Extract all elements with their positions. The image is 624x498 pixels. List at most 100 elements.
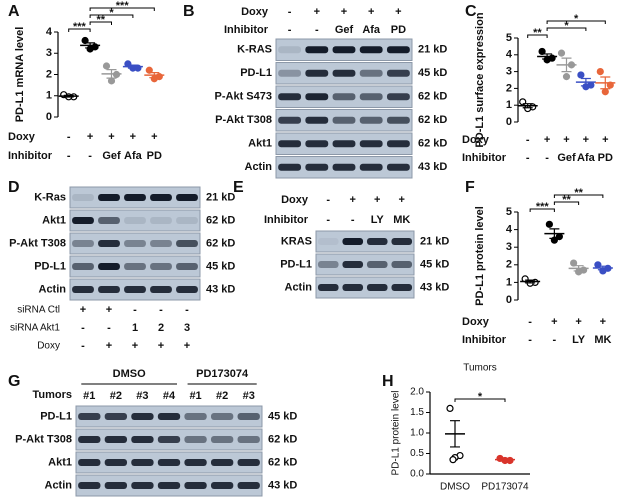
blot-band xyxy=(78,482,101,489)
blot-band xyxy=(157,413,181,420)
protein-label: PD-L1 xyxy=(34,260,66,272)
blot-band xyxy=(332,140,356,148)
size-label: 21 kD xyxy=(418,44,447,56)
data-point xyxy=(449,456,457,464)
blot-band xyxy=(176,240,198,247)
blot-band xyxy=(317,261,339,268)
size-label: 62 kD xyxy=(268,456,297,468)
condition-value: + xyxy=(314,6,320,18)
condition-label: Inhibitor xyxy=(264,214,309,226)
significance-label: ** xyxy=(562,194,571,206)
condition-value: Gef xyxy=(557,152,576,164)
blot-band xyxy=(210,436,234,443)
data-point xyxy=(577,71,585,79)
condition-value: - xyxy=(185,304,189,316)
significance-bracket xyxy=(553,194,604,198)
significance-bracket xyxy=(89,21,112,25)
blot-band xyxy=(124,194,146,201)
significance-bracket xyxy=(546,20,606,24)
blot-band xyxy=(150,194,172,201)
y-tick-label: 0 xyxy=(506,294,512,306)
data-point xyxy=(107,77,116,85)
condition-value: - xyxy=(88,150,92,162)
blot-band xyxy=(72,240,94,247)
y-tick-label: 4 xyxy=(506,49,513,61)
data-point xyxy=(446,404,454,412)
blot-band xyxy=(317,238,339,245)
y-tick-label: 3 xyxy=(46,47,52,59)
y-tick-label: 0 xyxy=(46,111,52,123)
blot-band xyxy=(278,163,302,171)
data-point xyxy=(102,62,111,70)
condition-value: MK xyxy=(393,214,410,226)
size-label: 45 kD xyxy=(418,67,447,79)
significance-label: * xyxy=(478,391,483,403)
blot-band xyxy=(386,116,410,124)
blot-band xyxy=(104,459,128,466)
condition-label: siRNA Ctl xyxy=(17,305,60,316)
size-label: 62 kD xyxy=(418,91,447,103)
protein-label: Akt1 xyxy=(42,214,66,226)
condition-label: Inhibitor xyxy=(8,150,53,162)
blot-band xyxy=(157,459,181,466)
blot-band xyxy=(366,238,388,245)
y-axis-label: PD-L1 mRNA level xyxy=(14,27,26,123)
protein-label: P-Akt S473 xyxy=(215,91,272,103)
blot-band xyxy=(359,116,383,124)
size-label: 21 kD xyxy=(420,235,449,247)
panel-letter: G xyxy=(8,373,20,390)
condition-value: + xyxy=(87,131,93,143)
condition-value: + xyxy=(395,6,401,18)
significance-bracket xyxy=(546,27,587,31)
size-label: 45 kD xyxy=(206,260,235,272)
blot-band xyxy=(124,217,146,224)
blot-band xyxy=(278,140,302,148)
group-label: PD173074 xyxy=(196,368,249,380)
condition-value: - xyxy=(81,340,85,352)
significance-bracket xyxy=(454,398,506,402)
blot-band xyxy=(131,413,154,420)
condition-value: - xyxy=(315,24,319,36)
condition-value: 3 xyxy=(184,322,190,334)
error-bar xyxy=(573,265,584,272)
blot-strip xyxy=(315,253,415,276)
blot-band xyxy=(366,284,388,291)
chart-title: Tumors xyxy=(463,363,497,374)
blot-band xyxy=(150,263,172,270)
data-point xyxy=(557,49,566,57)
condition-value: + xyxy=(106,304,112,316)
lane-row-label: Tumors xyxy=(32,389,72,401)
condition-value: + xyxy=(602,134,608,146)
y-tick-label: 2 xyxy=(506,82,512,94)
blot-band xyxy=(386,140,410,148)
condition-value: + xyxy=(583,134,589,146)
blot-band xyxy=(305,140,329,148)
blot-band xyxy=(278,46,302,54)
x-tick-label: PD173074 xyxy=(481,482,529,493)
blot-band xyxy=(332,163,356,171)
condition-value: + xyxy=(184,340,190,352)
protein-label: K-Ras xyxy=(34,191,66,203)
blot-strip xyxy=(69,209,201,232)
condition-value: + xyxy=(563,134,569,146)
blot-band xyxy=(184,482,207,489)
size-label: 43 kD xyxy=(418,161,447,173)
y-tick-label: 5 xyxy=(506,206,512,218)
condition-value: Gef xyxy=(102,150,121,162)
y-axis-label: PD-L1 protein level xyxy=(391,390,402,475)
blot-band xyxy=(237,482,260,489)
group-label: DMSO xyxy=(113,368,146,380)
y-tick-label: 2 xyxy=(506,259,512,271)
condition-value: - xyxy=(326,214,330,226)
blot-band xyxy=(210,413,234,420)
error-bar xyxy=(450,420,460,448)
significance-label: *** xyxy=(116,0,130,12)
condition-value: + xyxy=(106,340,112,352)
significance-bracket xyxy=(529,208,555,212)
protein-label: Akt1 xyxy=(248,138,272,150)
blot-band xyxy=(359,163,383,171)
blot-band xyxy=(98,263,120,270)
condition-value: - xyxy=(528,316,532,328)
condition-value: + xyxy=(544,134,550,146)
condition-value: + xyxy=(158,340,164,352)
